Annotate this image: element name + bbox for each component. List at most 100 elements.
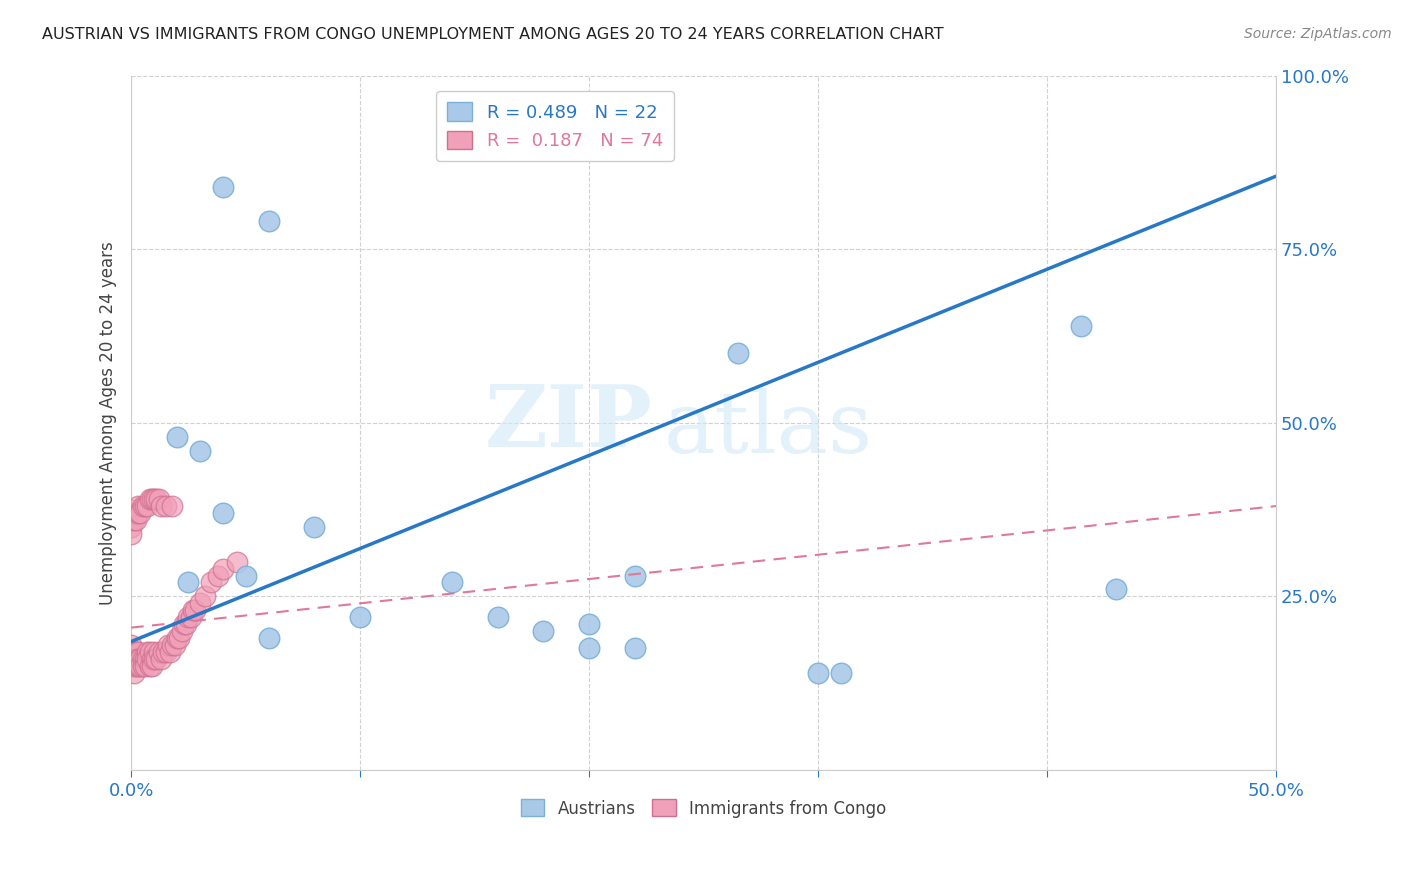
Point (122, 506, 145, 520)
Point (188, 443, 211, 458)
Point (830, 665, 852, 680)
Point (122, 665, 145, 680)
Point (127, 652, 149, 666)
Point (155, 645, 177, 659)
Point (129, 506, 152, 520)
Point (155, 499, 177, 513)
Point (225, 555, 247, 569)
Point (138, 645, 160, 659)
Point (1070, 318, 1092, 333)
Point (136, 645, 159, 659)
Point (141, 658, 163, 673)
Point (127, 499, 149, 513)
Point (177, 575, 200, 590)
Point (162, 499, 184, 513)
Point (188, 596, 211, 610)
Point (136, 499, 159, 513)
Point (143, 652, 166, 666)
Text: atlas: atlas (664, 388, 873, 471)
Point (200, 575, 222, 590)
Point (624, 641, 647, 656)
Point (129, 652, 152, 666)
Point (145, 652, 167, 666)
Point (174, 617, 197, 632)
Point (125, 645, 148, 659)
Point (257, 631, 280, 645)
Point (156, 638, 179, 652)
Point (257, 214, 280, 228)
Point (148, 645, 170, 659)
Point (578, 617, 600, 632)
Point (162, 638, 184, 652)
Point (129, 658, 152, 673)
Point (120, 658, 142, 673)
Point (148, 492, 170, 507)
Point (122, 658, 145, 673)
Point (486, 610, 509, 624)
Point (120, 645, 142, 659)
Point (440, 575, 463, 590)
Point (150, 652, 173, 666)
Point (173, 617, 195, 632)
Point (807, 665, 830, 680)
Point (211, 561, 233, 575)
Point (235, 568, 257, 582)
Point (211, 506, 233, 520)
Point (177, 610, 200, 624)
Point (170, 624, 193, 639)
Point (136, 652, 159, 666)
Point (152, 645, 174, 659)
Point (122, 513, 145, 527)
Point (127, 658, 149, 673)
Point (727, 346, 749, 360)
Point (211, 179, 233, 194)
Point (578, 641, 600, 656)
Text: ZIP: ZIP (484, 381, 652, 465)
Point (159, 645, 181, 659)
Point (143, 645, 166, 659)
Point (125, 513, 148, 527)
Y-axis label: Unemployment Among Ages 20 to 24 years: Unemployment Among Ages 20 to 24 years (100, 241, 117, 605)
Point (184, 603, 207, 617)
Point (180, 610, 202, 624)
Point (131, 499, 153, 513)
Point (1105, 582, 1128, 597)
Point (141, 652, 163, 666)
Point (134, 658, 156, 673)
Point (207, 568, 229, 582)
Point (163, 638, 186, 652)
Point (531, 624, 554, 639)
Point (120, 652, 142, 666)
Point (138, 492, 160, 507)
Point (166, 430, 188, 444)
Point (145, 492, 167, 507)
Point (122, 652, 145, 666)
Point (143, 492, 166, 507)
Point (120, 502, 142, 516)
Point (193, 590, 215, 604)
Point (125, 652, 148, 666)
Point (134, 499, 156, 513)
Point (131, 652, 153, 666)
Legend: Austrians, Immigrants from Congo: Austrians, Immigrants from Congo (515, 793, 893, 824)
Text: AUSTRIAN VS IMMIGRANTS FROM CONGO UNEMPLOYMENT AMONG AGES 20 TO 24 YEARS CORRELA: AUSTRIAN VS IMMIGRANTS FROM CONGO UNEMPL… (42, 27, 943, 42)
Point (134, 652, 156, 666)
Text: Source: ZipAtlas.com: Source: ZipAtlas.com (1244, 27, 1392, 41)
Point (120, 513, 142, 527)
Point (120, 520, 142, 534)
Point (169, 631, 191, 645)
Point (122, 645, 145, 659)
Point (120, 527, 142, 541)
Point (141, 492, 163, 507)
Point (127, 506, 149, 520)
Point (125, 658, 148, 673)
Point (150, 499, 173, 513)
Point (349, 610, 371, 624)
Point (131, 658, 153, 673)
Point (304, 520, 326, 534)
Point (181, 603, 204, 617)
Point (120, 638, 142, 652)
Point (138, 658, 160, 673)
Point (624, 568, 647, 582)
Point (127, 645, 149, 659)
